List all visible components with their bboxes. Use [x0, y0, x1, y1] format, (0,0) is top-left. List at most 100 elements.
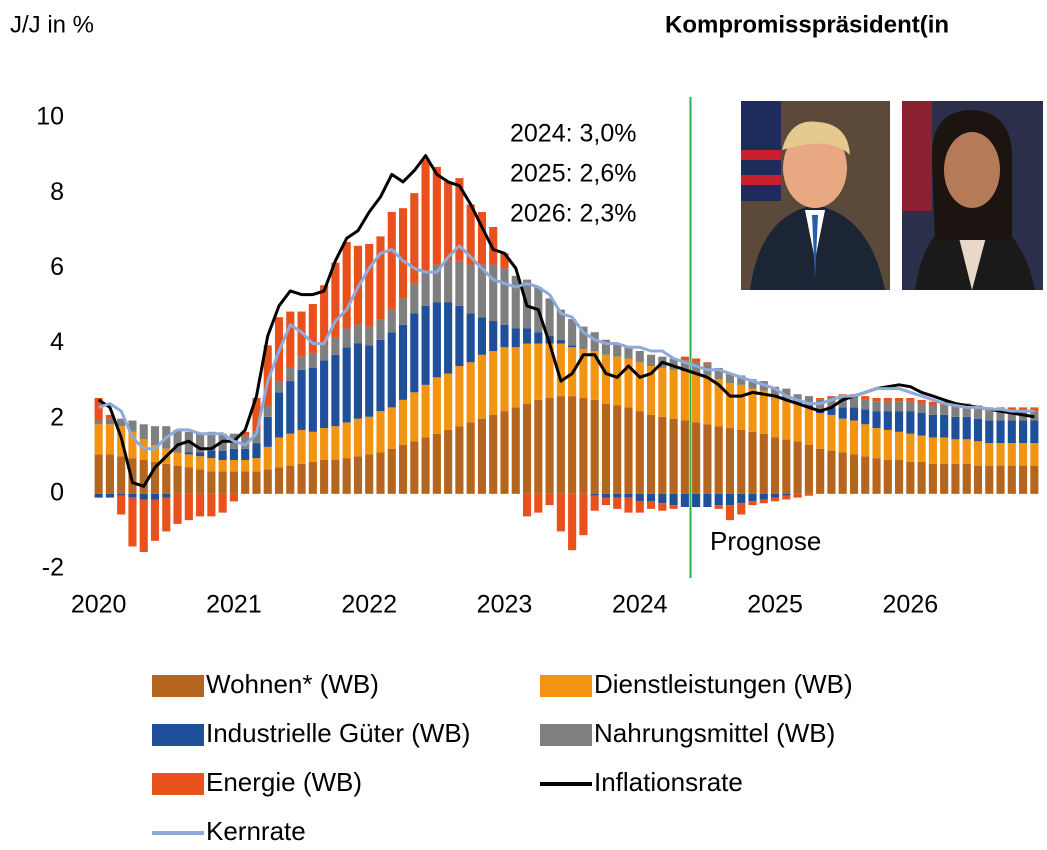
bar-segment: [748, 389, 756, 432]
bar-segment: [309, 432, 317, 462]
bar-segment: [918, 413, 926, 436]
bar-segment: [534, 332, 542, 343]
bar-segment: [241, 449, 249, 460]
bar-segment: [872, 428, 880, 458]
bar-segment: [309, 353, 317, 368]
bar-segment: [918, 404, 926, 413]
annotation: 2026: 2,3%: [510, 200, 637, 228]
bar-segment: [140, 494, 148, 500]
bar-segment: [974, 466, 982, 494]
bar-segment: [298, 357, 306, 370]
bar-segment: [1019, 443, 1027, 466]
bar-segment: [252, 458, 260, 471]
bar-segment: [861, 409, 869, 424]
bar-segment: [219, 471, 227, 494]
bar-segment: [782, 496, 790, 500]
bar-segment: [399, 208, 407, 298]
bar-segment: [794, 404, 802, 442]
y-tick-label: 6: [50, 253, 64, 281]
bar-segment: [636, 494, 644, 502]
bar-segment: [95, 454, 103, 493]
bar-segment: [681, 421, 689, 494]
bar-segment: [388, 449, 396, 494]
bar-segment: [331, 426, 339, 460]
bar-segment: [433, 167, 441, 265]
bar-segment: [320, 460, 328, 494]
bar-segment: [286, 466, 294, 494]
bar-segment: [264, 469, 272, 493]
bar-segment: [241, 460, 249, 471]
bar-segment: [455, 366, 463, 426]
bar-segment: [782, 494, 790, 496]
bar-segment: [444, 374, 452, 430]
bar-segment: [557, 396, 565, 494]
bar-segment: [173, 494, 181, 524]
bar-segment: [298, 370, 306, 430]
bar-segment: [624, 407, 632, 493]
bar-segment: [410, 283, 418, 313]
bar-segment: [106, 494, 114, 498]
y-tick-label: 0: [50, 478, 64, 506]
bar-segment: [376, 452, 384, 493]
bar-segment: [523, 344, 531, 404]
bar-segment: [478, 317, 486, 355]
bar-segment: [173, 452, 181, 465]
bar-segment: [365, 417, 373, 455]
bar-segment: [523, 328, 531, 343]
bar-segment: [985, 411, 993, 420]
bar-segment: [692, 494, 700, 507]
bar-segment: [162, 498, 170, 532]
bar-segment: [140, 460, 148, 494]
bar-segment: [827, 451, 835, 494]
photo-left: [741, 101, 890, 290]
line-series: [99, 246, 1035, 449]
bar-segment: [331, 355, 339, 426]
bar-segment: [906, 411, 914, 434]
bar-segment: [252, 443, 260, 458]
bar-segment: [343, 328, 351, 347]
y-tick-label: 4: [50, 328, 64, 356]
bar-segment: [275, 392, 283, 437]
bar-segment: [331, 338, 339, 355]
bar-segment: [162, 464, 170, 494]
bar-segment: [399, 325, 407, 400]
bar-segment: [872, 458, 880, 494]
bar-segment: [365, 345, 373, 416]
bar-segment: [455, 261, 463, 306]
bar-segment: [918, 436, 926, 462]
bar-segment: [636, 362, 644, 411]
bar-segment: [455, 306, 463, 366]
bar-segment: [929, 406, 937, 415]
bar-segment: [647, 501, 655, 509]
bar-segment: [974, 441, 982, 465]
bar-segment: [996, 421, 1004, 444]
bar-segment: [1008, 443, 1016, 466]
bar-segment: [670, 505, 678, 509]
bar-segment: [940, 406, 948, 415]
legend-label: Inflationsrate: [594, 767, 743, 797]
bar-segment: [985, 421, 993, 444]
bar-segment: [929, 464, 937, 494]
bar-segment: [252, 471, 260, 494]
bar-segment: [771, 498, 779, 502]
bar-segment: [207, 494, 215, 517]
bar-segment: [534, 344, 542, 400]
bar-segment: [929, 437, 937, 463]
bar-segment: [117, 456, 125, 494]
bar-segment: [748, 501, 756, 505]
bar-segment: [422, 272, 430, 306]
bar-segment: [579, 398, 587, 494]
bar-segment: [839, 452, 847, 493]
bar-segment: [557, 494, 565, 532]
bar-segment: [974, 419, 982, 442]
annotation: 2025: 2,6%: [510, 160, 637, 188]
bar-segment: [557, 340, 565, 344]
bar-segment: [365, 244, 373, 327]
bar-segment: [354, 344, 362, 419]
bar-segment: [140, 499, 148, 552]
bar-segment: [286, 434, 294, 466]
bar-segment: [140, 424, 148, 439]
x-tick-label: 2024: [612, 591, 668, 619]
bar-segment: [895, 432, 903, 460]
bar-segment: [850, 454, 858, 493]
